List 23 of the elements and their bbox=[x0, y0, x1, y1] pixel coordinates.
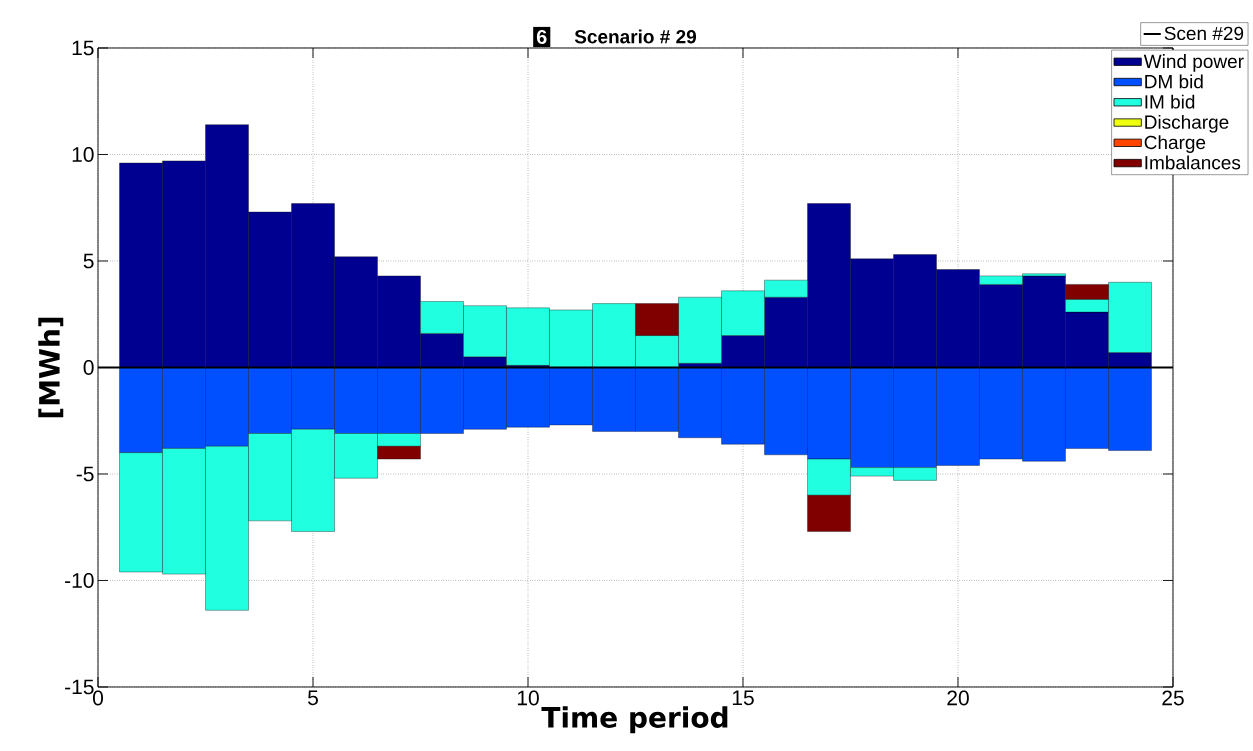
legend-label: DM bid bbox=[1145, 74, 1203, 89]
x-tick-label: 20 bbox=[947, 690, 969, 706]
legend-label: Discharge bbox=[1145, 114, 1229, 133]
x-tick-label: 15 bbox=[732, 690, 754, 706]
legend-label: IM bid bbox=[1145, 94, 1195, 109]
legend-label: Charge bbox=[1144, 135, 1206, 153]
y-tick-label: -5 bbox=[76, 466, 94, 482]
y-tick-label: -10 bbox=[65, 573, 94, 588]
x-tick-label: 25 bbox=[1162, 690, 1184, 706]
y-tick-label: 10 bbox=[72, 147, 94, 162]
x-tick-label: 5 bbox=[308, 690, 318, 706]
y-tick-label: 5 bbox=[83, 253, 94, 269]
chart-title: Scenario # 29 bbox=[574, 29, 697, 44]
y-tick-label: 0 bbox=[83, 360, 94, 375]
text: 6 bbox=[536, 29, 547, 45]
y-axis-title: [MWh] bbox=[38, 317, 64, 418]
x-axis-title: Time period bbox=[541, 706, 728, 734]
x-tick-label: 10 bbox=[517, 690, 539, 706]
y-tick-label: -15 bbox=[65, 679, 94, 695]
legend-label: Imbalances bbox=[1145, 155, 1241, 170]
y-tick-label: 15 bbox=[72, 40, 94, 56]
legend-label: Wind power bbox=[1143, 54, 1244, 72]
legend-label: Scen #29 bbox=[1164, 26, 1244, 41]
